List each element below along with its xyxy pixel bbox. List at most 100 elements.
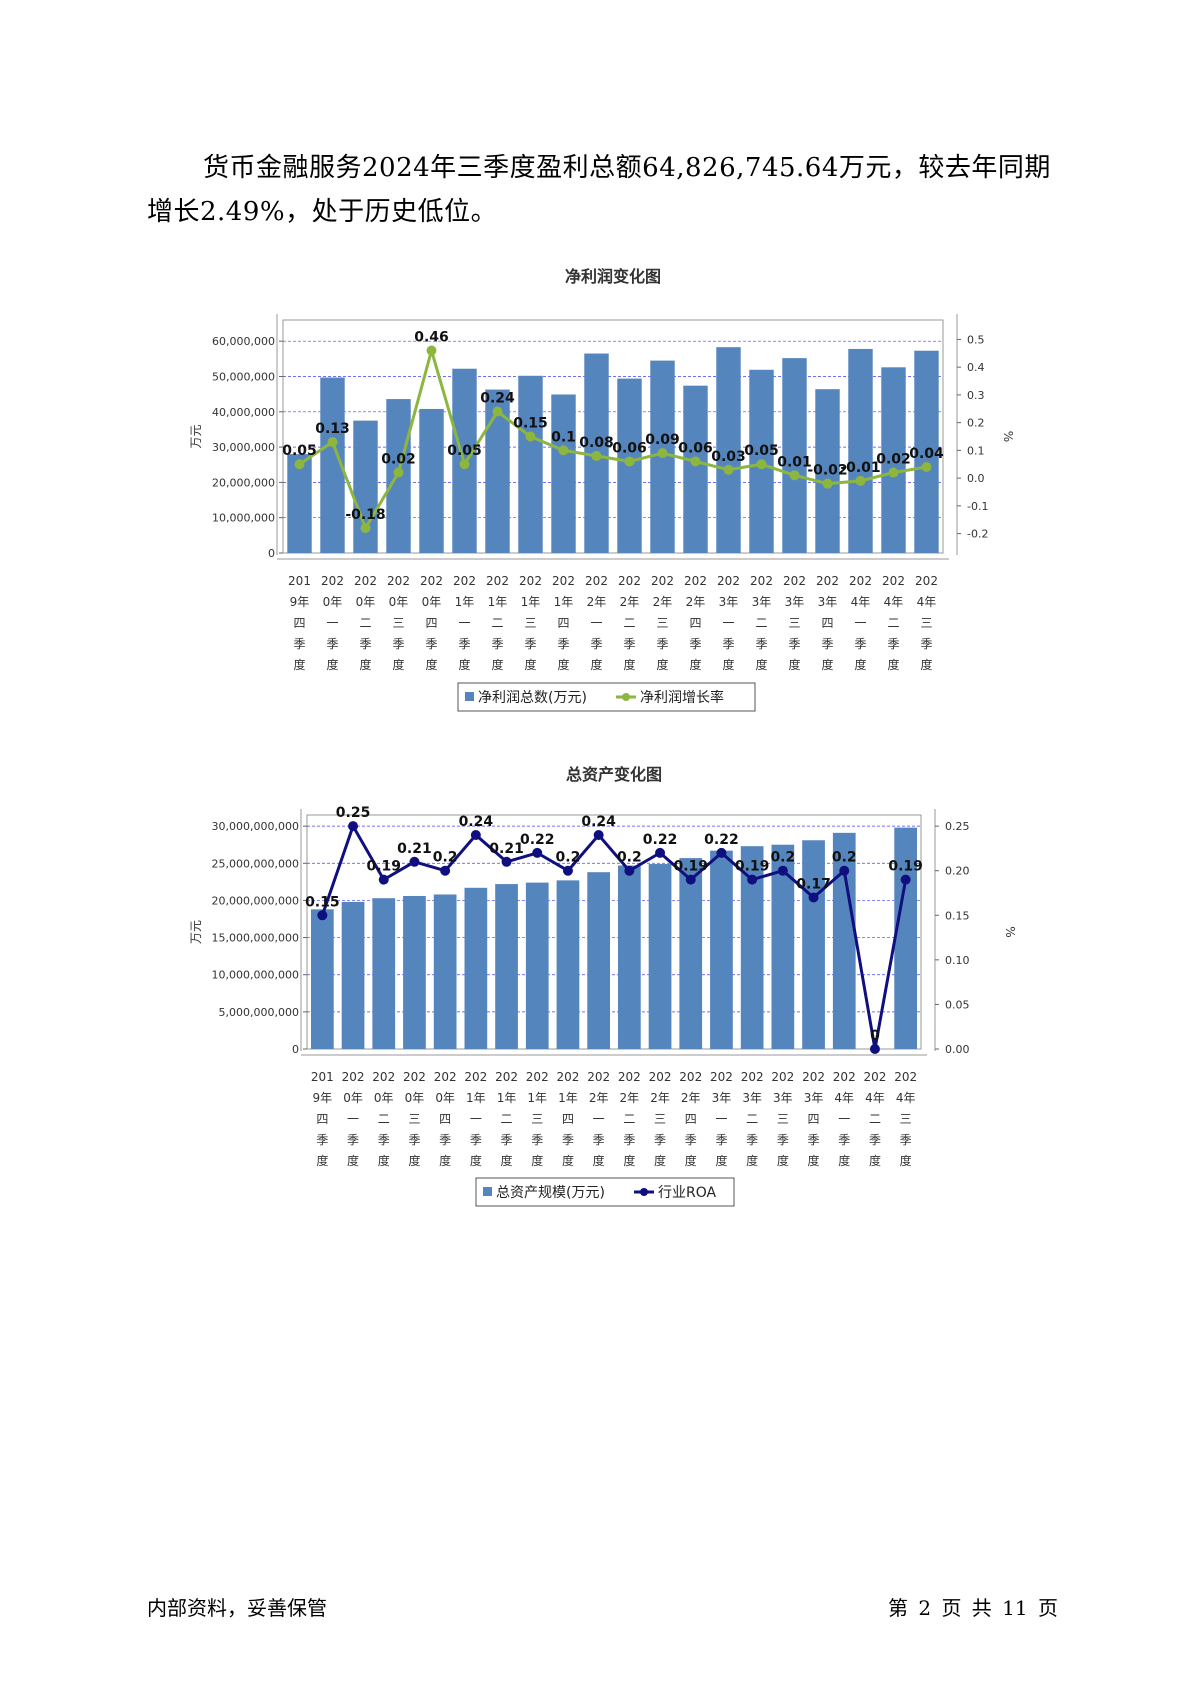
- bar: [403, 895, 426, 1049]
- bar: [464, 887, 488, 1049]
- data-label: 0: [870, 1028, 880, 1044]
- y-tick-label: 20,000,000: [212, 476, 275, 489]
- x-tick-label: 202 3年二季度: [741, 1070, 764, 1168]
- line-point: [459, 459, 470, 470]
- data-label: 0.24: [581, 814, 616, 830]
- y2-tick-label: 0.00: [945, 1043, 970, 1056]
- y2-axis-title: %: [1001, 431, 1015, 442]
- x-tick-label: 202 1年二季度: [495, 1070, 518, 1168]
- y-tick-label: 20,000,000,000: [212, 894, 299, 907]
- series-line: [320, 824, 908, 1051]
- data-label: 0.24: [459, 814, 494, 830]
- line-point: [685, 874, 696, 885]
- data-label: 0.19: [735, 859, 770, 875]
- data-label: 0.19: [673, 859, 708, 875]
- y2-axis-title: %: [1003, 926, 1017, 937]
- legend-line-marker: [640, 1188, 648, 1196]
- bar: [587, 872, 611, 1049]
- data-label: 0.46: [414, 330, 449, 346]
- x-tick-label: 202 4年二季度: [882, 574, 905, 672]
- x-tick-label: 202 2年一季度: [585, 574, 608, 672]
- y-tick-label: 5,000,000,000: [219, 1006, 299, 1019]
- y2-tick-label: 0.5: [967, 333, 985, 346]
- x-tick-label: 202 1年三季度: [526, 1070, 549, 1168]
- x-tick-label: 202 1年四季度: [556, 1070, 579, 1168]
- y2-tick-label: -0.1: [967, 500, 988, 513]
- x-tick-label: 202 4年三季度: [915, 574, 938, 672]
- y-axis-title: 万元: [189, 424, 203, 448]
- y-tick-label: 0: [292, 1043, 299, 1056]
- x-tick-label: 202 4年二季度: [863, 1070, 886, 1168]
- data-label: 0.03: [711, 449, 746, 465]
- line-point: [378, 874, 389, 885]
- bar: [914, 350, 939, 553]
- line-point: [294, 459, 305, 470]
- legend-bar-swatch: [465, 692, 474, 701]
- line-point: [716, 847, 727, 858]
- data-label: 0.05: [744, 443, 779, 459]
- data-label: 0.22: [704, 832, 739, 848]
- y2-tick-label: -0.2: [967, 528, 988, 541]
- data-label: 0.19: [888, 859, 923, 875]
- x-tick-label: 202 0年一季度: [342, 1070, 365, 1168]
- data-label: 0.24: [480, 391, 515, 407]
- line-point: [777, 865, 788, 876]
- line-point: [690, 456, 701, 467]
- bar: [310, 909, 334, 1049]
- bar: [881, 367, 906, 553]
- line-point: [501, 856, 512, 867]
- legend-line-marker: [622, 693, 630, 701]
- x-tick-label: 202 0年四季度: [420, 574, 443, 672]
- bar: [716, 347, 741, 553]
- data-label: 0.08: [579, 435, 614, 451]
- data-label: 0.1: [551, 429, 576, 445]
- legend-bar-swatch: [483, 1187, 492, 1196]
- legend-line-label: 行业ROA: [658, 1185, 717, 1201]
- bar: [419, 408, 444, 553]
- line-point: [426, 345, 437, 356]
- line-point: [593, 830, 604, 841]
- x-tick-label: 202 2年四季度: [679, 1070, 702, 1168]
- x-tick-label: 202 1年三季度: [519, 574, 542, 672]
- x-tick-label: 201 9年四季度: [288, 574, 311, 672]
- x-tick-label: 202 2年三季度: [651, 574, 674, 672]
- data-label: 0.15: [305, 894, 340, 910]
- line-point: [360, 523, 371, 534]
- bar: [710, 850, 733, 1049]
- x-tick-label: 202 3年三季度: [783, 574, 806, 672]
- y-tick-label: 10,000,000: [212, 512, 275, 525]
- data-label: 0.22: [643, 832, 678, 848]
- bar: [802, 840, 825, 1049]
- x-tick-label: 202 2年二季度: [618, 574, 641, 672]
- bar: [372, 898, 396, 1049]
- y2-tick-label: 0.10: [945, 954, 970, 967]
- y2-tick-label: 0.15: [945, 909, 970, 922]
- line-point: [723, 464, 734, 475]
- data-label: -0.01: [840, 460, 880, 476]
- line-point: [869, 1044, 880, 1054]
- bar: [495, 884, 518, 1049]
- y2-tick-label: 0.25: [945, 820, 970, 833]
- x-tick-label: 202 3年四季度: [802, 1070, 825, 1168]
- x-tick-label: 202 2年四季度: [684, 574, 707, 672]
- bar: [848, 348, 873, 553]
- data-label: 0.17: [796, 876, 831, 892]
- x-tick-label: 201 9年四季度: [311, 1070, 334, 1168]
- line-point: [657, 448, 668, 459]
- line-point: [839, 865, 850, 876]
- data-label: -0.18: [345, 507, 385, 523]
- y-tick-label: 0: [268, 547, 275, 560]
- y-tick-label: 30,000,000: [212, 441, 275, 454]
- bar: [341, 901, 365, 1049]
- net-profit-chart: 净利润变化图 60,000,000 50,000,000 40,000,000 30,0…: [189, 267, 1015, 712]
- chart-title: 净利润变化图: [565, 267, 661, 286]
- x-tick-label: 202 0年四季度: [434, 1070, 457, 1168]
- legend: [457, 682, 756, 712]
- total-assets-chart: 总资产变化图 30,000,000,000 25,000,000,000 20,000…: [189, 765, 1017, 1207]
- y-tick-label: 10,000,000,000: [212, 969, 299, 982]
- x-tick-label: 202 0年三季度: [403, 1070, 426, 1168]
- x-tick-label: 202 3年一季度: [710, 1070, 733, 1168]
- x-tick-label: 202 3年四季度: [816, 574, 839, 672]
- line-point: [440, 865, 451, 876]
- y2-tick-label: 0.2: [967, 417, 985, 430]
